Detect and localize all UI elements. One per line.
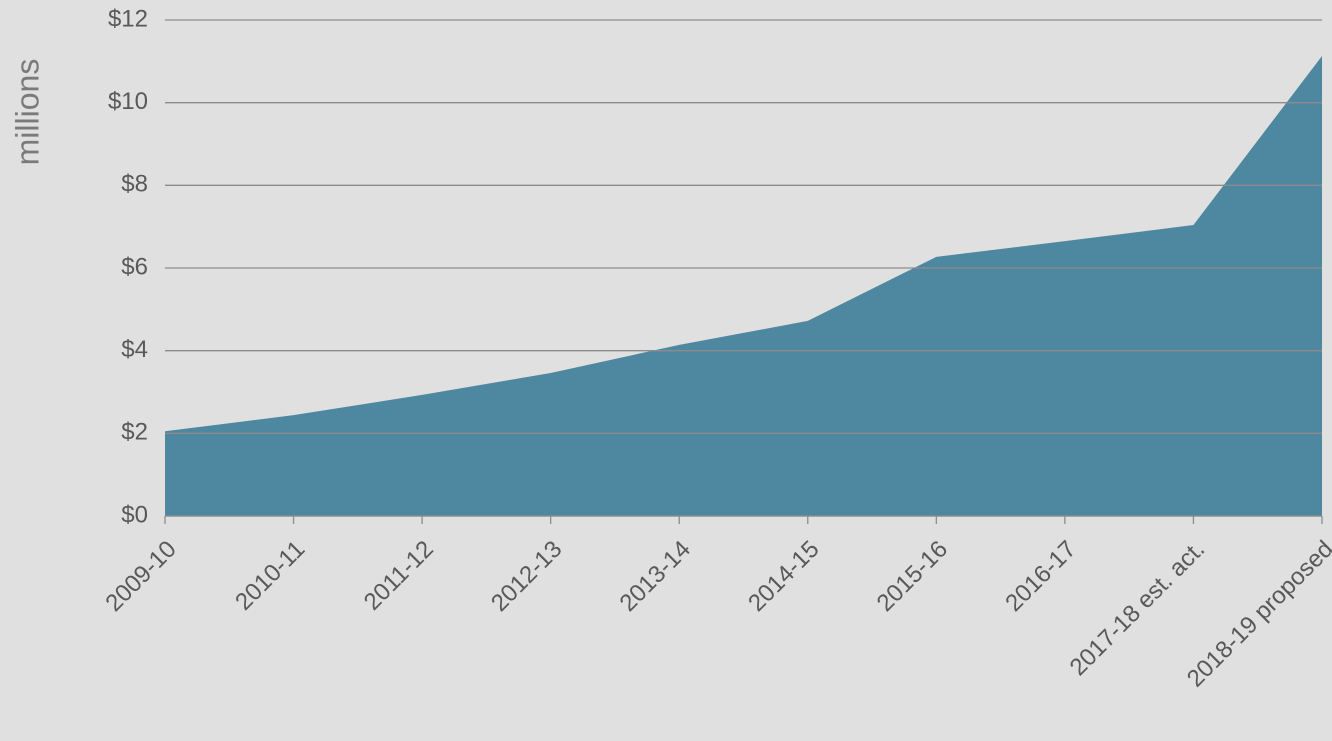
x-tick-label: 2012-13 — [486, 536, 567, 617]
x-tick-label: 2014-15 — [743, 536, 824, 617]
area — [165, 55, 1322, 517]
y-tick-label: $12 — [108, 5, 148, 32]
y-tick-label: $10 — [108, 88, 148, 115]
x-tick-label: 2013-14 — [615, 536, 696, 617]
x-tick-label: 2011-12 — [359, 536, 439, 616]
x-tick-label: 2009-10 — [100, 536, 181, 617]
y-tick-label: $8 — [121, 171, 148, 198]
x-tick-label: 2017-18 est. act. — [1065, 536, 1211, 682]
x-tick-label: 2010-11 — [230, 536, 310, 616]
x-tick-label: 2015-16 — [872, 536, 953, 617]
y-tick-label: $6 — [121, 253, 148, 280]
y-tick-label: $4 — [121, 336, 148, 363]
y-axis-label: millions — [9, 59, 45, 166]
y-tick-label: $2 — [121, 419, 148, 446]
y-tick-label: $0 — [121, 501, 148, 528]
x-tick-label: 2016-17 — [1000, 536, 1081, 617]
